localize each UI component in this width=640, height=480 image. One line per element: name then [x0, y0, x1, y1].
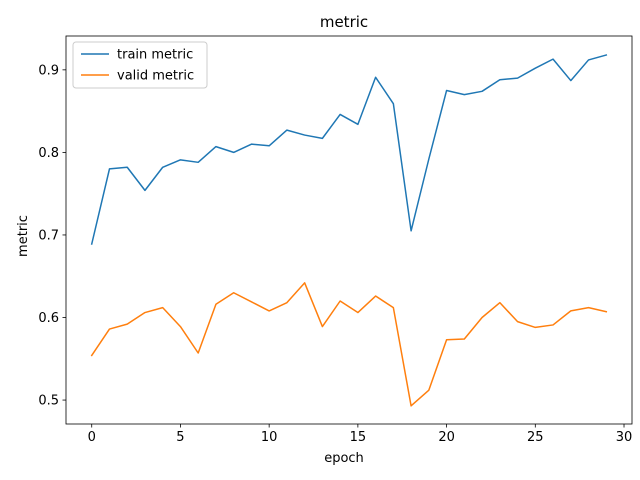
legend: train metric valid metric: [72, 41, 208, 89]
x-tick-label: 25: [527, 430, 544, 445]
y-tick-label: 0.9: [38, 63, 59, 78]
plot-area: 0 5 10 15 20 25 30 0.5 0.6 0.7 0.8 0.9: [38, 35, 633, 445]
x-tick-label: 15: [350, 430, 367, 445]
y-tick-label: 0.8: [38, 146, 59, 161]
x-tick-label: 5: [176, 430, 184, 445]
x-tick-label: 10: [261, 430, 278, 445]
axes-frame: [65, 35, 633, 425]
y-axis-label: metric: [16, 215, 31, 257]
x-tick-label: 0: [88, 430, 96, 445]
y-tick-label: 0.7: [38, 228, 59, 243]
x-axis-label: epoch: [324, 451, 364, 466]
x-tick-label: 20: [438, 430, 455, 445]
y-tick-label: 0.5: [38, 394, 59, 409]
chart-title: metric: [320, 13, 368, 31]
legend-label-1: valid metric: [117, 69, 194, 84]
series-line-0: [90, 54, 608, 245]
y-tick-label: 0.6: [38, 311, 59, 326]
legend-label-0: train metric: [117, 48, 193, 63]
series-line-1: [90, 282, 608, 407]
x-tick-label: 30: [616, 430, 633, 445]
